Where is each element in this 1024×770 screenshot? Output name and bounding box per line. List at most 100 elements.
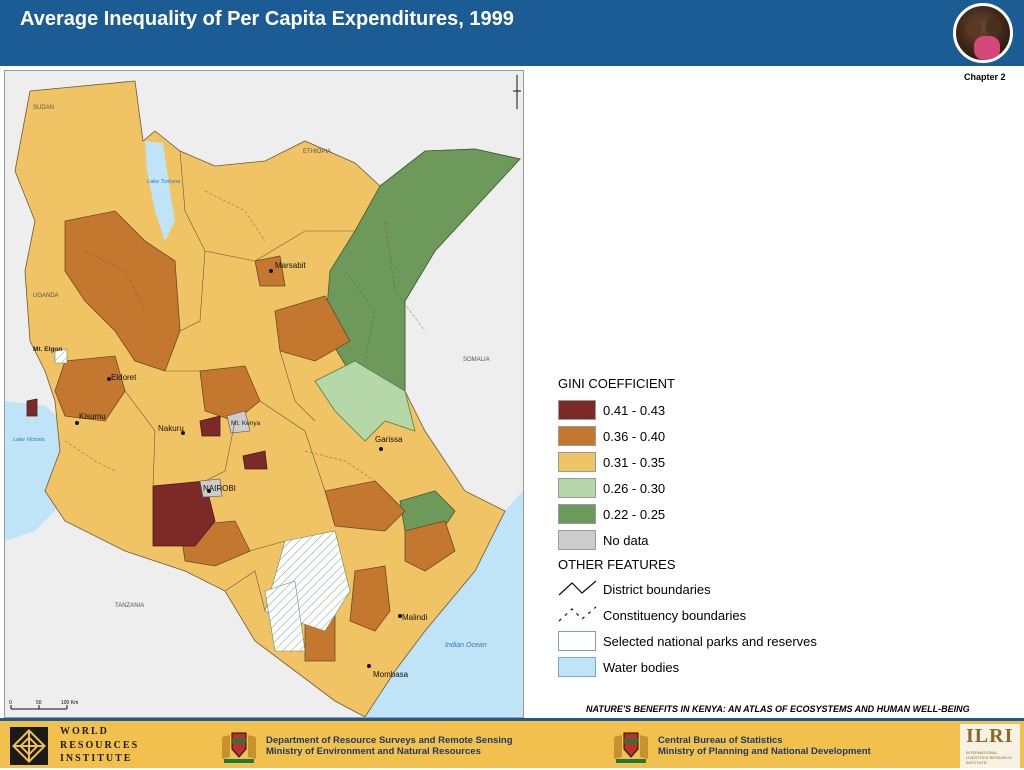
scale-100: 100 Km	[61, 700, 78, 706]
town-nakuru: Nakuru	[158, 424, 184, 433]
swatch-036-040	[558, 426, 596, 446]
park-tsavo-west	[264, 580, 306, 652]
map-canvas: SUDAN ETHIOPIA UGANDA SOMALIA TANZANIA L…	[5, 71, 523, 717]
legend-label: Selected national parks and reserves	[603, 634, 817, 649]
constituency-boundaries	[64, 190, 426, 482]
town-kisumu: Kisumu	[79, 412, 106, 421]
dept-resource-surveys: Department of Resource Surveys and Remot…	[266, 735, 513, 757]
legend-label: Water bodies	[603, 660, 680, 675]
label-somalia: SOMALIA	[463, 357, 490, 363]
swatch-031-035	[558, 452, 596, 472]
dept1-line-1: Department of Resource Surveys and Remot…	[266, 735, 513, 746]
district-boundaries	[124, 150, 355, 612]
legend-parks: Selected national parks and reserves	[558, 631, 858, 653]
scale-50: 50	[36, 700, 42, 706]
legend-title: GINI COEFFICIENT	[558, 376, 675, 391]
region-kirinyaga	[242, 450, 268, 470]
kenya-coat-of-arms-icon	[222, 732, 256, 763]
solid-line-icon	[558, 580, 597, 596]
wri-name: WORLD RESOURCES INSTITUTE	[60, 725, 139, 766]
ilri-subtitle: INTERNATIONAL LIVESTOCK RESEARCH INSTITU…	[966, 750, 1012, 765]
wri-line-1: WORLD	[60, 726, 109, 737]
region-west	[54, 355, 126, 422]
town-marsabit: Marsabit	[275, 261, 306, 270]
park-elgon	[54, 348, 68, 364]
children-photo	[953, 3, 1013, 63]
legend-class-1: 0.41 - 0.43	[558, 400, 858, 422]
wri-line-3: INSTITUTE	[60, 753, 133, 764]
region-mtkenya-nodata	[226, 410, 251, 434]
dept-statistics: Central Bureau of Statistics Ministry of…	[658, 735, 871, 757]
region-busia	[26, 398, 38, 417]
dashed-line-icon	[558, 606, 597, 622]
page-title: Average Inequality of Per Capita Expendi…	[20, 8, 514, 30]
label-tanzania: TANZANIA	[115, 603, 144, 609]
legend-water: Water bodies	[558, 657, 858, 679]
town-malindi: Malindi	[402, 613, 428, 622]
label-mt-kenya: Mt. Kenya	[231, 420, 261, 427]
dept2-line-2: Ministry of Planning and National Develo…	[658, 746, 871, 757]
water-icon	[558, 657, 596, 677]
region-laikipia	[199, 365, 261, 422]
label-lake-turkana: Lake Turkana	[147, 179, 180, 185]
scale-0: 0	[9, 700, 12, 706]
legend-other-title: OTHER FEATURES	[558, 557, 676, 572]
region-light-green	[314, 360, 416, 442]
chapter-label: Chapter 2	[964, 72, 1006, 82]
swatch-041-043	[558, 400, 596, 420]
wri-logo-icon	[10, 727, 48, 765]
legend-label: 0.22 - 0.25	[603, 507, 666, 522]
label-indian-ocean: Indian Ocean	[445, 642, 487, 649]
legend-class-4: 0.26 - 0.30	[558, 478, 858, 500]
legend-constituency: Constituency boundaries	[558, 605, 858, 627]
legend-label: Constituency boundaries	[603, 608, 747, 623]
dept2-line-1: Central Bureau of Statistics	[658, 735, 783, 746]
header-bar: Average Inequality of Per Capita Expendi…	[0, 0, 1024, 66]
legend-label: 0.26 - 0.30	[603, 481, 666, 496]
footer-bar: WORLD RESOURCES INSTITUTE Department of …	[0, 718, 1024, 768]
lake-victoria	[5, 401, 75, 541]
town-mombasa: Mombasa	[373, 670, 409, 679]
legend-class-2: 0.36 - 0.40	[558, 426, 858, 448]
kenya-coat-of-arms-icon	[614, 732, 648, 763]
kenya-gini-map: SUDAN ETHIOPIA UGANDA SOMALIA TANZANIA L…	[4, 70, 524, 718]
indian-ocean	[365, 491, 523, 717]
legend-class-3: 0.31 - 0.35	[558, 452, 858, 474]
region-nakuru-dark	[199, 415, 221, 437]
legend-label: 0.36 - 0.40	[603, 429, 666, 444]
lake-turkana	[145, 141, 175, 241]
atlas-caption: NATURE'S BENEFITS IN KENYA: AN ATLAS OF …	[586, 704, 970, 714]
region-tana	[324, 480, 406, 532]
label-uganda: UGANDA	[33, 293, 59, 299]
region-kilifi	[349, 565, 391, 632]
swatch-no-data	[558, 530, 596, 550]
legend-label: 0.41 - 0.43	[603, 403, 666, 418]
swatch-026-030	[558, 478, 596, 498]
legend-label: 0.31 - 0.35	[603, 455, 666, 470]
dept1-line-2: Ministry of Environment and Natural Reso…	[266, 746, 481, 757]
legend-label: No data	[603, 533, 649, 548]
town-eldoret: Eldoret	[111, 373, 137, 382]
scale-bar: 0 50 100 Km	[9, 700, 78, 710]
legend-label: District boundaries	[603, 582, 711, 597]
label-lake-victoria: Lake Victoria	[13, 437, 45, 443]
region-narok	[152, 480, 216, 547]
swatch-022-025	[558, 504, 596, 524]
region-isiolo	[274, 295, 351, 362]
legend-class-5: 0.22 - 0.25	[558, 504, 858, 526]
park-hatch-icon	[558, 631, 596, 651]
legend-class-nodata: No data	[558, 530, 858, 552]
label-sudan: SUDAN	[33, 105, 54, 111]
ilri-wordmark: ILRI	[966, 725, 1014, 747]
label-mt-elgon: Mt. Elgon	[33, 346, 62, 353]
region-nairobi-nodata	[199, 478, 223, 498]
town-nairobi: NAIROBI	[203, 484, 236, 493]
north-arrow	[513, 75, 521, 109]
region-mandera-wajir	[324, 148, 521, 392]
legend-district: District boundaries	[558, 579, 858, 601]
ilri-logo: ILRI INTERNATIONAL LIVESTOCK RESEARCH IN…	[960, 724, 1020, 768]
wri-line-2: RESOURCES	[60, 739, 140, 751]
label-ethiopia: ETHIOPIA	[303, 149, 331, 155]
town-garissa: Garissa	[375, 435, 403, 444]
region-lamu-south	[404, 520, 456, 572]
